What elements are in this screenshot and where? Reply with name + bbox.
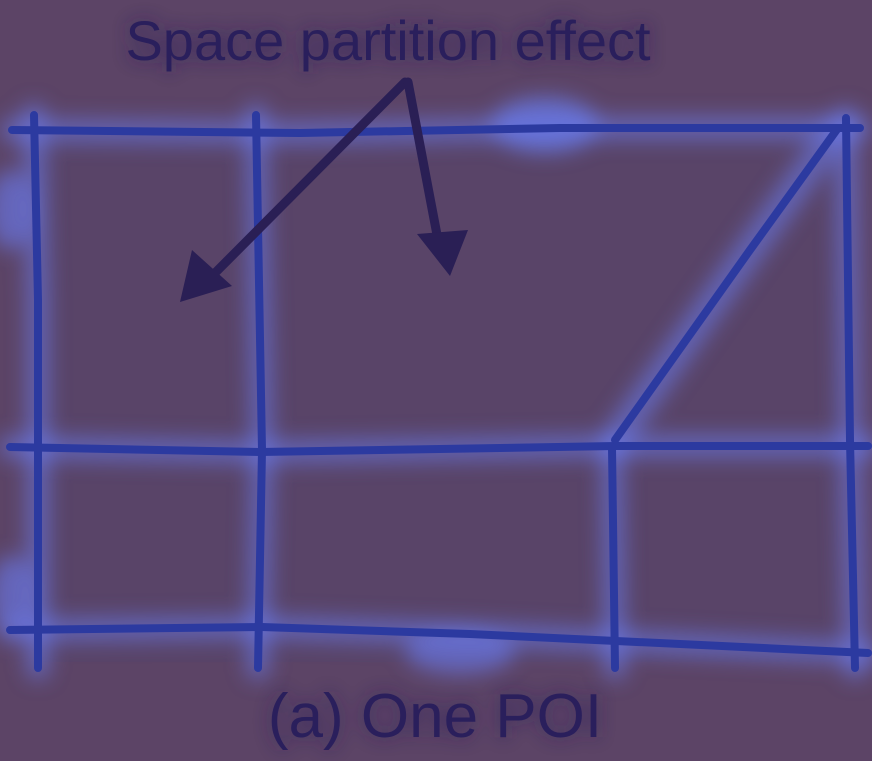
grid-line-top [8,124,864,137]
partition-cells [40,135,838,662]
grid-line-inner-right [608,444,619,672]
figure-caption: (a) One POI (a) One POI [268,682,602,751]
grid-line-bottom [6,623,872,657]
grid-line-middle [6,442,872,456]
annotation-label-glow: Space partition effect [125,9,651,72]
annotation-label: Space partition effect [125,9,651,72]
caption-text: (a) One POI [268,682,602,751]
annotation: Space partition effect Space partition e… [125,9,651,72]
partition-grid [6,111,872,672]
cell-bottom-right [616,452,838,662]
caption-glow: (a) One POI [268,682,602,751]
grid-line-left [30,111,42,672]
arrow-right-head [417,230,468,276]
grid-line-diagonal [611,124,842,444]
arrow-left-shaft [205,77,410,283]
arrow-left-head [180,250,232,302]
annotation-arrows [180,77,468,302]
cell-top-left [40,135,255,447]
grid-line-right [842,114,859,672]
arrow-right-shaft [403,77,443,245]
cell-top-middle [258,135,838,447]
